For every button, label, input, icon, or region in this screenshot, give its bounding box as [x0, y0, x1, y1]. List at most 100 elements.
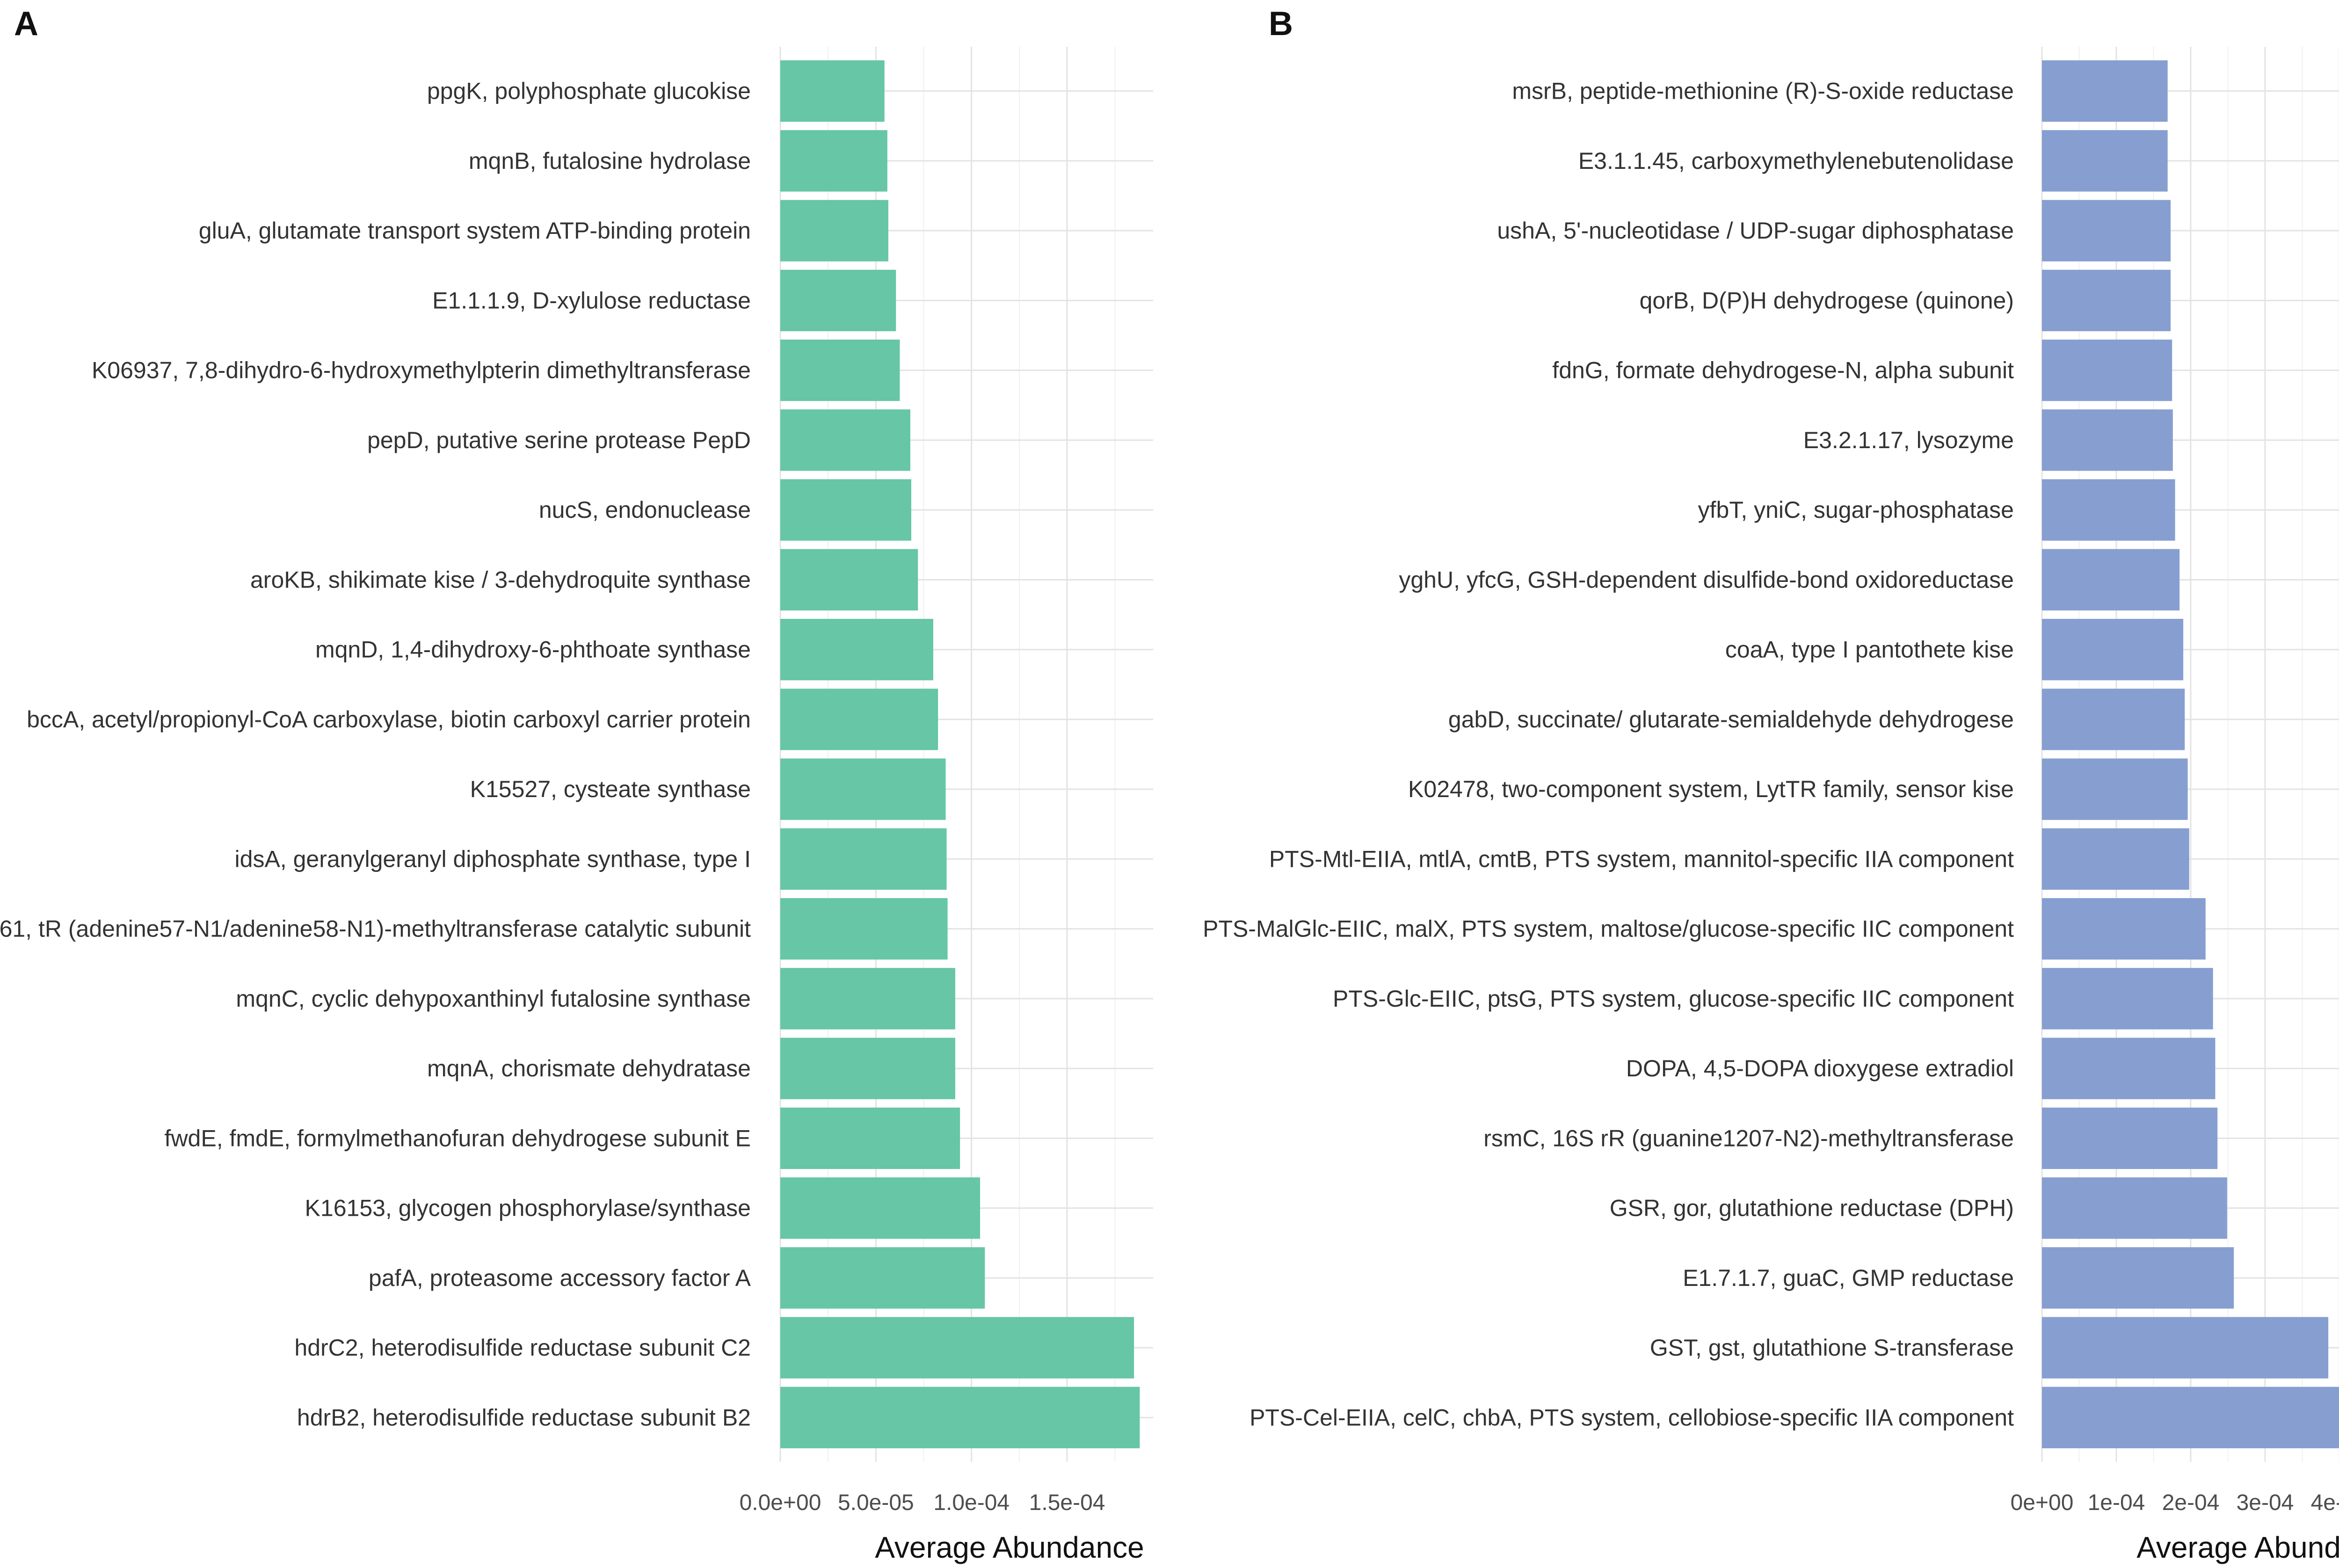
- category-label: mqnB, futalosine hydrolase: [469, 148, 751, 174]
- category-label: bccA, acetyl/propionyl-CoA carboxylase, …: [27, 706, 751, 733]
- category-label: fwdE, fmdE, formylmethanofuran dehydroge…: [165, 1125, 751, 1151]
- category-label: E3.1.1.45, carboxymethylenebutenolidase: [1578, 148, 2014, 174]
- panel-b-category-labels: msrB, peptide-methionine (R)-S-oxide red…: [1203, 78, 2014, 1431]
- bar: [780, 758, 946, 820]
- x-tick-label: 0.0e+00: [740, 1490, 821, 1515]
- category-label: GST, gst, glutathione S-transferase: [1650, 1335, 2014, 1361]
- category-label: mqnC, cyclic dehypoxanthinyl futalosine …: [236, 986, 751, 1012]
- bar: [780, 409, 910, 471]
- category-label: K16153, glycogen phosphorylase/synthase: [305, 1195, 751, 1221]
- x-tick-label: 2e-04: [2162, 1490, 2220, 1515]
- bar: [2042, 898, 2206, 960]
- bar: [2042, 968, 2213, 1030]
- panel-b-letter: B: [1269, 5, 1293, 43]
- bar: [2042, 1177, 2227, 1239]
- category-label: fdnG, formate dehydrogese-N, alpha subun…: [1552, 357, 2014, 384]
- bar: [780, 828, 947, 890]
- bar: [2042, 828, 2189, 890]
- bar: [780, 1107, 960, 1169]
- bar: [780, 1247, 985, 1309]
- category-label: ppgK, polyphosphate glucokise: [427, 78, 751, 104]
- panel-a-x-tick-labels: 0.0e+00 5.0e-05 1.0e-04 1.5e-04: [740, 1490, 1105, 1515]
- bar: [2042, 689, 2185, 750]
- bar: [2042, 479, 2175, 541]
- bar: [2042, 549, 2180, 611]
- category-label: hdrC2, heterodisulfide reductase subunit…: [294, 1335, 751, 1361]
- bar: [2042, 269, 2171, 332]
- category-label: PTS-Cel-EIIA, celC, chbA, PTS system, ce…: [1249, 1404, 2014, 1430]
- category-label: GSR, gor, glutathione reductase (DPH): [1610, 1195, 2014, 1221]
- category-label: DOPA, 4,5-DOPA dioxygese extradiol: [1626, 1055, 2014, 1082]
- bar: [2042, 1247, 2234, 1309]
- category-label: gluA, glutamate transport system ATP-bin…: [199, 218, 751, 244]
- bar: [2042, 1317, 2329, 1379]
- bar: [780, 130, 887, 192]
- x-tick-label: 0e+00: [2011, 1490, 2074, 1515]
- bar: [780, 898, 948, 960]
- category-label: coaA, type I pantothete kise: [1725, 637, 2014, 663]
- panel-b-x-axis-title: Average Abundance: [2136, 1531, 2339, 1564]
- bar: [780, 689, 938, 750]
- category-label: yghU, yfcG, GSH-dependent disulfide-bond…: [1399, 566, 2014, 593]
- category-label: pepD, putative serine protease PepD: [367, 427, 751, 453]
- bar: [2042, 130, 2168, 192]
- bar: [2042, 339, 2172, 401]
- category-label: rsmC, 16S rR (guanine1207-N2)-methyltran…: [1483, 1125, 2014, 1151]
- panel-a-category-labels: ppgK, polyphosphate glucokise mqnB, futal…: [0, 78, 751, 1431]
- category-label: hdrB2, heterodisulfide reductase subunit…: [297, 1404, 751, 1430]
- x-tick-label: 3e-04: [2237, 1490, 2294, 1515]
- category-label: mqnD, 1,4-dihydroxy-6-phthoate synthase: [315, 637, 751, 663]
- category-label: E1.7.1.7, guaC, GMP reductase: [1683, 1265, 2014, 1291]
- bar: [2042, 409, 2173, 471]
- bar: [780, 339, 900, 401]
- category-label: E1.1.1.9, D-xylulose reductase: [432, 287, 751, 313]
- bar: [780, 479, 911, 541]
- bar: [780, 968, 955, 1030]
- bar: [780, 1387, 1140, 1449]
- category-label: aroKB, shikimate kise / 3-dehydroquite s…: [250, 566, 751, 593]
- bar: [780, 1038, 955, 1099]
- x-tick-label: 4e-04: [2311, 1490, 2339, 1515]
- panel-a: A ppgK, polyphosphate glucokise mqnB, fut…: [0, 5, 1153, 1564]
- bar: [2042, 1038, 2216, 1099]
- category-label: TRM61, tR (adenine57-N1/adenine58-N1)-me…: [0, 916, 751, 942]
- bar: [2042, 200, 2171, 261]
- bar: [780, 60, 885, 122]
- category-label: qorB, D(P)H dehydrogese (quinone): [1640, 287, 2014, 313]
- panel-a-x-axis-title: Average Abundance: [875, 1531, 1144, 1564]
- panel-b-x-tick-labels: 0e+00 1e-04 2e-04 3e-04 4e-04: [2011, 1490, 2339, 1515]
- bar: [780, 1177, 981, 1239]
- category-label: E3.2.1.17, lysozyme: [1803, 427, 2014, 453]
- bar: [780, 1317, 1134, 1379]
- category-label: PTS-Glc-EIIC, ptsG, PTS system, glucose-…: [1333, 986, 2014, 1012]
- panel-a-letter: A: [14, 5, 38, 43]
- x-tick-label: 1.0e-04: [933, 1490, 1010, 1515]
- bar: [780, 549, 918, 611]
- category-label: pafA, proteasome accessory factor A: [369, 1265, 751, 1291]
- panel-b-bars: [2042, 60, 2339, 1449]
- category-label: K06937, 7,8-dihydro-6-hydroxymethylpteri…: [92, 357, 751, 384]
- category-label: msrB, peptide-methionine (R)-S-oxide red…: [1512, 78, 2014, 104]
- category-label: idsA, geranylgeranyl diphosphate synthas…: [235, 846, 751, 872]
- category-label: K02478, two-component system, LytTR fami…: [1408, 776, 2014, 802]
- x-tick-label: 5.0e-05: [838, 1490, 914, 1515]
- x-tick-label: 1.5e-04: [1029, 1490, 1105, 1515]
- bar: [2042, 618, 2184, 681]
- bar: [2042, 1107, 2218, 1169]
- x-tick-label: 1e-04: [2088, 1490, 2145, 1515]
- category-label: yfbT, yniC, sugar-phosphatase: [1698, 497, 2014, 523]
- category-label: ushA, 5'-nucleotidase / UDP-sugar diphos…: [1497, 218, 2014, 244]
- bar: [780, 269, 896, 332]
- bar: [2042, 1387, 2339, 1449]
- category-label: nucS, endonuclease: [539, 497, 751, 523]
- category-label: K15527, cysteate synthase: [470, 776, 751, 802]
- bar: [2042, 758, 2188, 820]
- bar: [780, 200, 888, 261]
- panel-a-bars: [780, 60, 1140, 1449]
- category-label: gabD, succinate/ glutarate-semialdehyde …: [1448, 706, 2014, 733]
- category-label: mqnA, chorismate dehydratase: [427, 1055, 751, 1082]
- panel-b: B msrB, peptide-methionine (R)-S-oxide r…: [1203, 5, 2339, 1564]
- category-label: PTS-Mtl-EIIA, mtlA, cmtB, PTS system, ma…: [1269, 846, 2014, 872]
